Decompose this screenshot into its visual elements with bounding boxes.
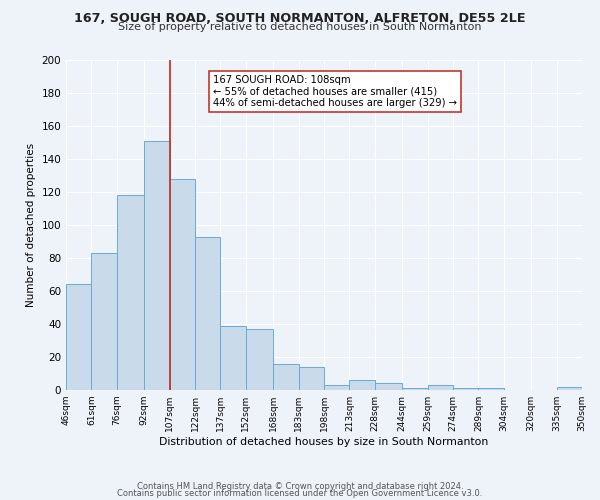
Bar [91, 253, 117, 390]
Bar [273, 364, 299, 390]
X-axis label: Distribution of detached houses by size in South Normanton: Distribution of detached houses by size … [160, 437, 488, 447]
Y-axis label: Number of detached properties: Number of detached properties [26, 143, 36, 307]
Text: 167, SOUGH ROAD, SOUTH NORMANTON, ALFRETON, DE55 2LE: 167, SOUGH ROAD, SOUTH NORMANTON, ALFRET… [74, 12, 526, 26]
Bar [557, 386, 582, 390]
Bar [195, 236, 220, 390]
Text: Contains HM Land Registry data © Crown copyright and database right 2024.: Contains HM Land Registry data © Crown c… [137, 482, 463, 491]
Text: 167 SOUGH ROAD: 108sqm
← 55% of detached houses are smaller (415)
44% of semi-de: 167 SOUGH ROAD: 108sqm ← 55% of detached… [213, 75, 457, 108]
Bar [117, 196, 144, 390]
Bar [246, 329, 273, 390]
Bar [428, 385, 453, 390]
Bar [220, 326, 246, 390]
Bar [478, 388, 504, 390]
Bar [144, 141, 170, 390]
Bar [299, 367, 324, 390]
Text: Contains public sector information licensed under the Open Government Licence v3: Contains public sector information licen… [118, 489, 482, 498]
Bar [375, 384, 402, 390]
Bar [324, 385, 349, 390]
Bar [402, 388, 428, 390]
Text: Size of property relative to detached houses in South Normanton: Size of property relative to detached ho… [118, 22, 482, 32]
Bar [349, 380, 375, 390]
Bar [66, 284, 91, 390]
Bar [170, 179, 195, 390]
Bar [453, 388, 478, 390]
